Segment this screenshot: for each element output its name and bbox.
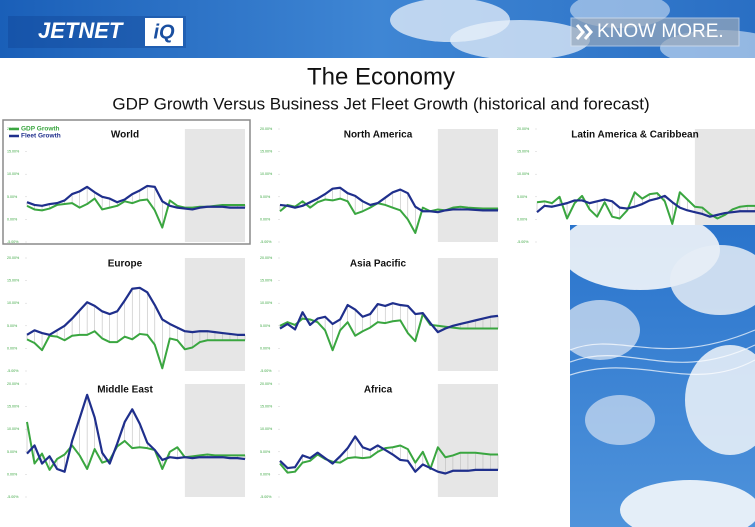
slide: JETNET iQ KNOW MORE. The Economy GDP Gro… <box>0 0 755 527</box>
y-tick-label: 10.00% <box>7 427 20 431</box>
y-tick-label: 0.00% <box>7 217 18 221</box>
y-tick-label: 15.00% <box>260 279 273 283</box>
cloud <box>560 300 640 360</box>
forecast-region <box>438 129 498 242</box>
logo: JETNET <box>38 18 124 43</box>
y-tick-label: -5.00% <box>7 240 19 244</box>
y-tick-label: 5.00% <box>517 195 528 199</box>
y-tick-label: 15.00% <box>260 150 273 154</box>
y-tick-label: 10.00% <box>517 172 530 176</box>
forecast-region <box>438 384 498 497</box>
chart-title: Asia Pacific <box>350 259 407 270</box>
y-tick-label: 15.00% <box>7 150 20 154</box>
y-tick-label: -5.00% <box>7 369 19 373</box>
y-tick-label: 15.00% <box>7 279 20 283</box>
chart-title: Africa <box>364 385 393 396</box>
y-tick-label: 10.00% <box>260 427 273 431</box>
y-tick-label: 15.00% <box>7 405 20 409</box>
forecast-region <box>185 129 245 242</box>
know-more-label[interactable]: KNOW MORE. <box>597 21 724 42</box>
forecast-region <box>185 258 245 371</box>
y-tick-label: 20.00% <box>260 127 273 131</box>
chart-title: World <box>111 130 139 141</box>
y-tick-label: 20.00% <box>7 256 20 260</box>
y-tick-label: 0.00% <box>517 217 528 221</box>
chart-title: Middle East <box>97 385 153 396</box>
y-tick-label: -5.00% <box>260 240 272 244</box>
y-tick-label: 20.00% <box>260 256 273 260</box>
y-tick-label: 5.00% <box>260 195 271 199</box>
page: JETNET iQ KNOW MORE. The Economy GDP Gro… <box>0 0 755 527</box>
y-tick-label: 15.00% <box>260 405 273 409</box>
forecast-region <box>438 258 498 371</box>
y-tick-label: 10.00% <box>7 172 20 176</box>
y-tick-label: 5.00% <box>260 324 271 328</box>
y-tick-label: 10.00% <box>260 301 273 305</box>
forecast-region <box>185 384 245 497</box>
y-tick-label: 0.00% <box>7 346 18 350</box>
logo-badge: iQ <box>153 21 175 43</box>
chart-title: Latin America & Caribbean <box>571 130 698 141</box>
y-tick-label: 0.00% <box>260 217 271 221</box>
y-tick-label: 20.00% <box>260 382 273 386</box>
y-tick-label: -5.00% <box>260 369 272 373</box>
cloud <box>450 20 590 60</box>
y-tick-label: 20.00% <box>7 382 20 386</box>
y-tick-label: 5.00% <box>7 324 18 328</box>
legend-label: GDP Growth <box>21 126 60 133</box>
cloud-photo <box>560 210 755 527</box>
cloud <box>585 395 655 445</box>
y-tick-label: 20.00% <box>517 127 530 131</box>
y-tick-label: 10.00% <box>7 301 20 305</box>
y-tick-label: 0.00% <box>260 472 271 476</box>
slide-title: The Economy <box>307 63 455 90</box>
slide-subtitle: GDP Growth Versus Business Jet Fleet Gro… <box>112 94 649 113</box>
y-tick-label: -5.00% <box>260 495 272 499</box>
y-tick-label: 5.00% <box>7 195 18 199</box>
chart-title: North America <box>344 130 413 141</box>
y-tick-label: 0.00% <box>260 346 271 350</box>
y-tick-label: 5.00% <box>7 450 18 454</box>
y-tick-label: -5.00% <box>7 495 19 499</box>
y-tick-label: 5.00% <box>260 450 271 454</box>
y-tick-label: 10.00% <box>260 172 273 176</box>
y-tick-label: -5.00% <box>517 240 529 244</box>
y-tick-label: 15.00% <box>517 150 530 154</box>
y-tick-label: 0.00% <box>7 472 18 476</box>
legend-label: Fleet Growth <box>21 133 61 140</box>
chart-title: Europe <box>108 259 143 270</box>
